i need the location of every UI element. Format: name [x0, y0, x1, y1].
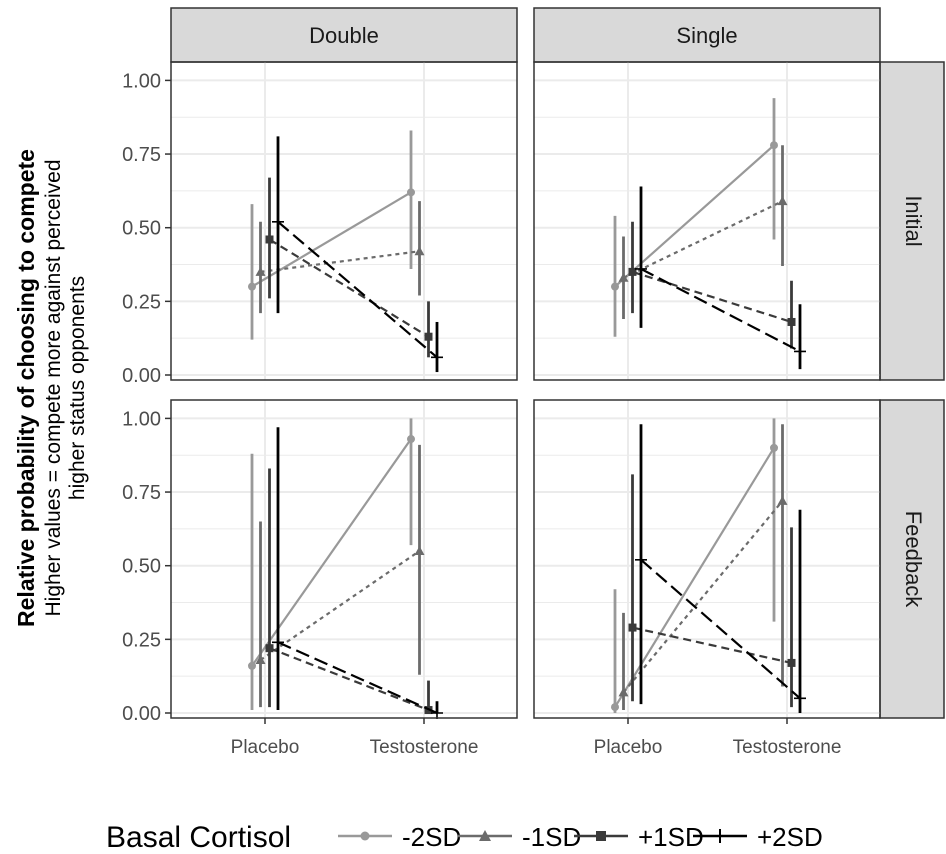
x-tick-label: Placebo — [231, 737, 300, 758]
point--2SD — [248, 282, 256, 291]
point--2SD — [407, 435, 415, 444]
col-strip-label: Double — [309, 23, 379, 48]
col-strip-label: Single — [676, 23, 737, 48]
point--2SD — [611, 703, 619, 712]
series-line-+1SD — [632, 270, 792, 324]
point-+2SD — [431, 707, 443, 719]
series-line-+1SD — [268, 238, 430, 338]
panel-border — [170, 399, 518, 719]
y-axis-title: higher status opponents — [66, 276, 89, 500]
row-strip-initial — [879, 61, 945, 381]
row-strip-feedback — [879, 399, 945, 719]
legend-label: -2SD — [402, 822, 461, 852]
point-+1SD — [265, 644, 274, 653]
legend-label: -1SD — [522, 822, 581, 852]
panel-border — [533, 399, 881, 719]
series-line--1SD — [622, 500, 784, 694]
point-+1SD — [265, 235, 274, 244]
series-line--1SD — [260, 250, 420, 273]
y-tick-label: 0.25 — [122, 291, 161, 313]
legend-key-marker — [360, 831, 370, 841]
y-tick-label: 0.50 — [122, 556, 161, 578]
point--2SD — [407, 188, 415, 197]
point-+1SD — [787, 317, 796, 326]
y-tick-label: 0.00 — [122, 703, 161, 725]
point--2SD — [770, 443, 778, 452]
legend-label: +2SD — [757, 822, 823, 852]
panel-single-feedback — [533, 399, 881, 719]
panel-border — [533, 61, 881, 381]
point-+1SD — [424, 332, 433, 341]
point-+1SD — [628, 623, 637, 632]
point--2SD — [611, 282, 619, 291]
legend-key-marker — [479, 830, 491, 841]
point-+2SD — [635, 262, 647, 275]
legend-label: +1SD — [638, 822, 704, 852]
series-line--2SD — [251, 191, 412, 288]
series-line-+2SD — [640, 267, 801, 353]
x-tick-label: Placebo — [594, 737, 663, 758]
y-tick-label: 0.00 — [122, 365, 161, 387]
point--1SD — [618, 272, 629, 282]
series-line--1SD — [259, 550, 421, 661]
y-tick-label: 0.50 — [122, 218, 161, 240]
legend-key-marker — [596, 831, 606, 841]
panel-double-initial — [170, 61, 518, 381]
point-+2SD — [272, 636, 284, 649]
point-+1SD — [628, 267, 637, 276]
series-line--1SD — [623, 200, 783, 279]
series-line--2SD — [614, 447, 775, 708]
x-tick-label: Testosterone — [733, 737, 842, 758]
series-line--2SD — [251, 438, 412, 667]
x-tick-label: Testosterone — [370, 737, 479, 758]
y-tick-label: 0.75 — [122, 144, 161, 166]
y-tick-label: 1.00 — [122, 70, 161, 92]
point-+2SD — [794, 345, 806, 358]
col-strip-double — [170, 7, 518, 63]
series-line-+1SD — [269, 647, 429, 712]
point--1SD — [618, 687, 629, 697]
point-+1SD — [787, 658, 796, 667]
point--1SD — [255, 654, 266, 664]
point-+2SD — [794, 692, 806, 705]
point-+2SD — [431, 351, 443, 364]
y-axis-title: Higher values = compete more against per… — [42, 160, 65, 617]
series-line-+1SD — [632, 626, 792, 664]
panel-border — [170, 61, 518, 381]
point-+2SD — [635, 553, 647, 566]
panel-single-initial — [533, 61, 881, 381]
y-tick-label: 1.00 — [122, 408, 161, 430]
col-strip-single — [533, 7, 881, 63]
point--2SD — [770, 141, 778, 150]
y-tick-label: 0.75 — [122, 482, 161, 504]
panel-double-feedback — [170, 399, 518, 719]
series-line-+2SD — [277, 220, 438, 359]
point--1SD — [255, 266, 266, 276]
y-axis-title: Relative probability of choosing to comp… — [13, 149, 39, 627]
point--1SD — [777, 495, 788, 505]
y-tick-label: 0.25 — [122, 629, 161, 651]
series-line-+2SD — [640, 558, 801, 700]
legend-title: Basal Cortisol — [106, 821, 291, 854]
point--1SD — [414, 246, 425, 256]
series-line--2SD — [614, 144, 775, 288]
series-line-+2SD — [277, 641, 438, 715]
row-strip-label: Initial — [901, 195, 926, 246]
legend-key-marker — [713, 829, 727, 843]
point--2SD — [248, 661, 256, 670]
row-strip-label: Feedback — [901, 511, 926, 609]
point--1SD — [777, 196, 788, 206]
point--1SD — [414, 545, 425, 555]
point-+2SD — [272, 215, 284, 228]
